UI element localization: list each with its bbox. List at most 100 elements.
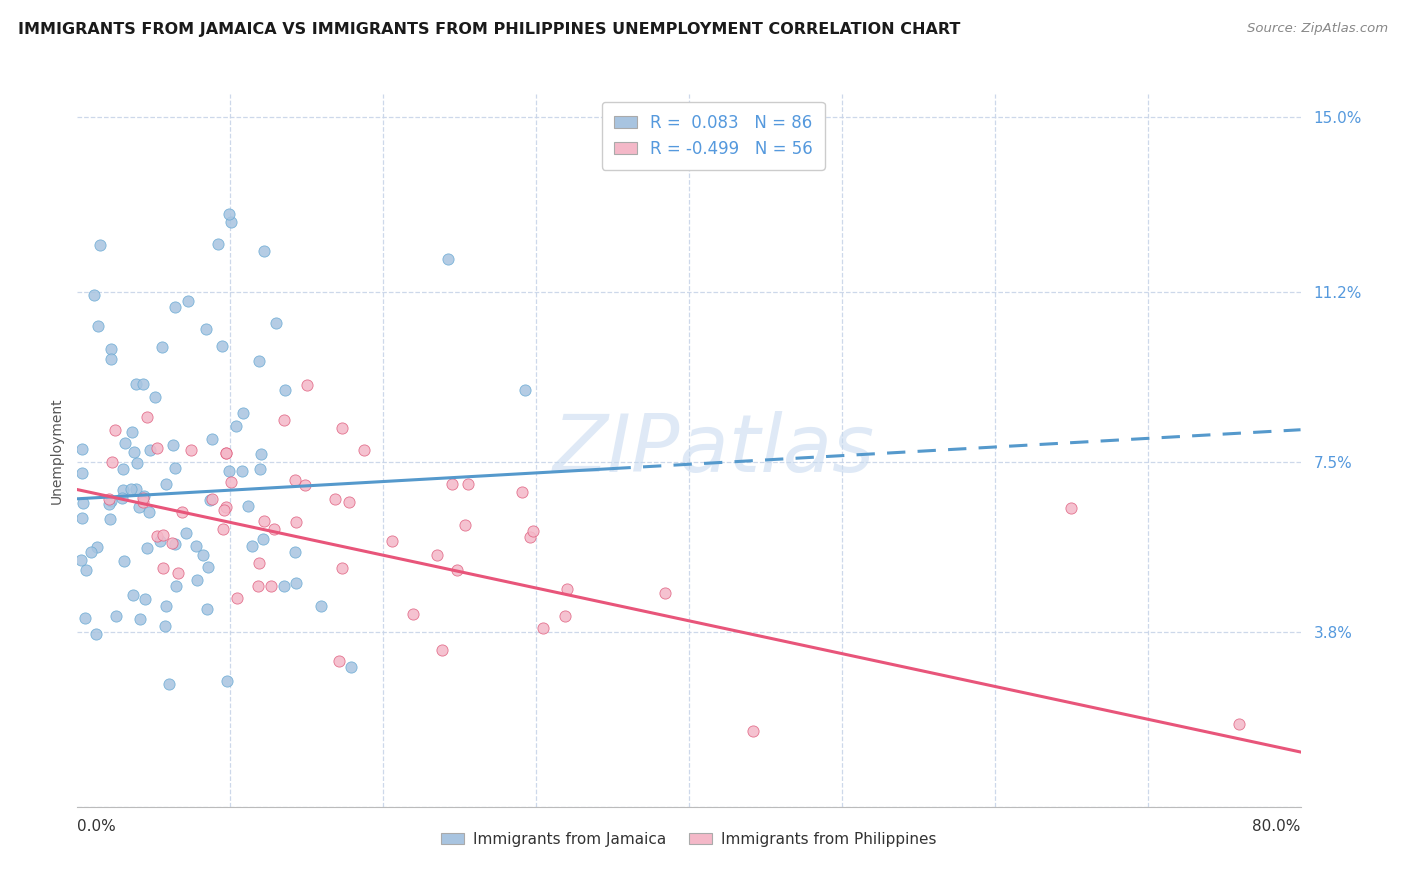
Point <box>510 485 533 500</box>
Point <box>146 529 169 543</box>
Point <box>454 518 477 533</box>
Point <box>155 476 177 491</box>
Point <box>242 539 264 553</box>
Point <box>186 574 208 588</box>
Point <box>197 559 219 574</box>
Point <box>284 473 307 487</box>
Point <box>284 575 307 590</box>
Point <box>247 354 270 368</box>
Point <box>100 454 122 468</box>
Point <box>337 495 360 509</box>
Point <box>125 456 148 470</box>
Point <box>75 563 97 577</box>
Point <box>163 300 186 314</box>
Point <box>120 482 142 496</box>
Point <box>1229 717 1251 731</box>
Point <box>157 676 180 690</box>
Point <box>100 352 122 367</box>
Point <box>146 442 169 456</box>
Point <box>325 492 347 507</box>
Point <box>131 491 153 506</box>
Point <box>112 483 135 497</box>
Point <box>253 514 276 528</box>
Point <box>70 552 93 566</box>
Point <box>215 673 238 688</box>
Point <box>114 436 136 450</box>
Point <box>155 599 177 613</box>
Point <box>167 566 190 580</box>
Point <box>215 500 238 514</box>
Point <box>332 420 354 434</box>
Point <box>112 462 135 476</box>
Point <box>353 443 375 458</box>
Point <box>294 478 316 492</box>
Point <box>89 238 111 252</box>
Point <box>177 293 200 308</box>
Point <box>226 591 249 606</box>
Point <box>554 609 576 624</box>
Point <box>249 462 271 476</box>
Point <box>122 445 145 459</box>
Point <box>136 541 159 556</box>
Point <box>295 377 318 392</box>
Point <box>112 554 135 568</box>
Point <box>100 494 122 508</box>
Point <box>143 391 166 405</box>
Point <box>87 318 110 333</box>
Point <box>215 446 238 460</box>
Point <box>121 588 143 602</box>
Point <box>80 545 103 559</box>
Point <box>446 563 468 577</box>
Point <box>75 610 97 624</box>
Point <box>200 432 222 446</box>
Point <box>457 477 479 491</box>
Point <box>211 522 233 536</box>
Point <box>195 601 218 615</box>
Point <box>129 612 152 626</box>
Point <box>221 215 243 229</box>
Point <box>1060 501 1083 516</box>
Point <box>149 533 172 548</box>
Point <box>284 544 307 558</box>
Point <box>215 446 238 460</box>
Point <box>273 413 295 427</box>
Point <box>328 654 350 668</box>
Point <box>165 579 187 593</box>
Point <box>340 660 363 674</box>
Point <box>132 495 155 509</box>
Point <box>309 599 332 614</box>
Point <box>654 585 676 599</box>
Text: ZIPatlas: ZIPatlas <box>553 411 875 490</box>
Point <box>162 438 184 452</box>
Point <box>72 495 94 509</box>
Point <box>131 377 153 392</box>
Point <box>104 609 127 624</box>
Point <box>162 536 184 550</box>
Y-axis label: Unemployment: Unemployment <box>49 397 63 504</box>
Point <box>86 626 108 640</box>
Point <box>72 511 94 525</box>
Point <box>273 579 295 593</box>
Text: IMMIGRANTS FROM JAMAICA VS IMMIGRANTS FROM PHILIPPINES UNEMPLOYMENT CORRELATION : IMMIGRANTS FROM JAMAICA VS IMMIGRANTS FR… <box>18 22 960 37</box>
Point <box>260 579 283 593</box>
Point <box>153 619 176 633</box>
Point <box>252 532 274 546</box>
Point <box>531 622 554 636</box>
Point <box>225 418 247 433</box>
Point <box>742 724 765 739</box>
Point <box>198 492 221 507</box>
Point <box>247 556 270 570</box>
Point <box>253 244 276 259</box>
Point <box>430 642 453 657</box>
Point <box>519 530 541 544</box>
Point <box>285 515 308 529</box>
Point <box>440 477 463 491</box>
Point <box>138 505 160 519</box>
Point <box>264 316 287 330</box>
Point <box>172 505 194 519</box>
Point <box>207 237 229 252</box>
Text: 80.0%: 80.0% <box>1253 819 1301 834</box>
Point <box>426 549 449 563</box>
Point <box>231 464 253 478</box>
Point <box>232 406 254 420</box>
